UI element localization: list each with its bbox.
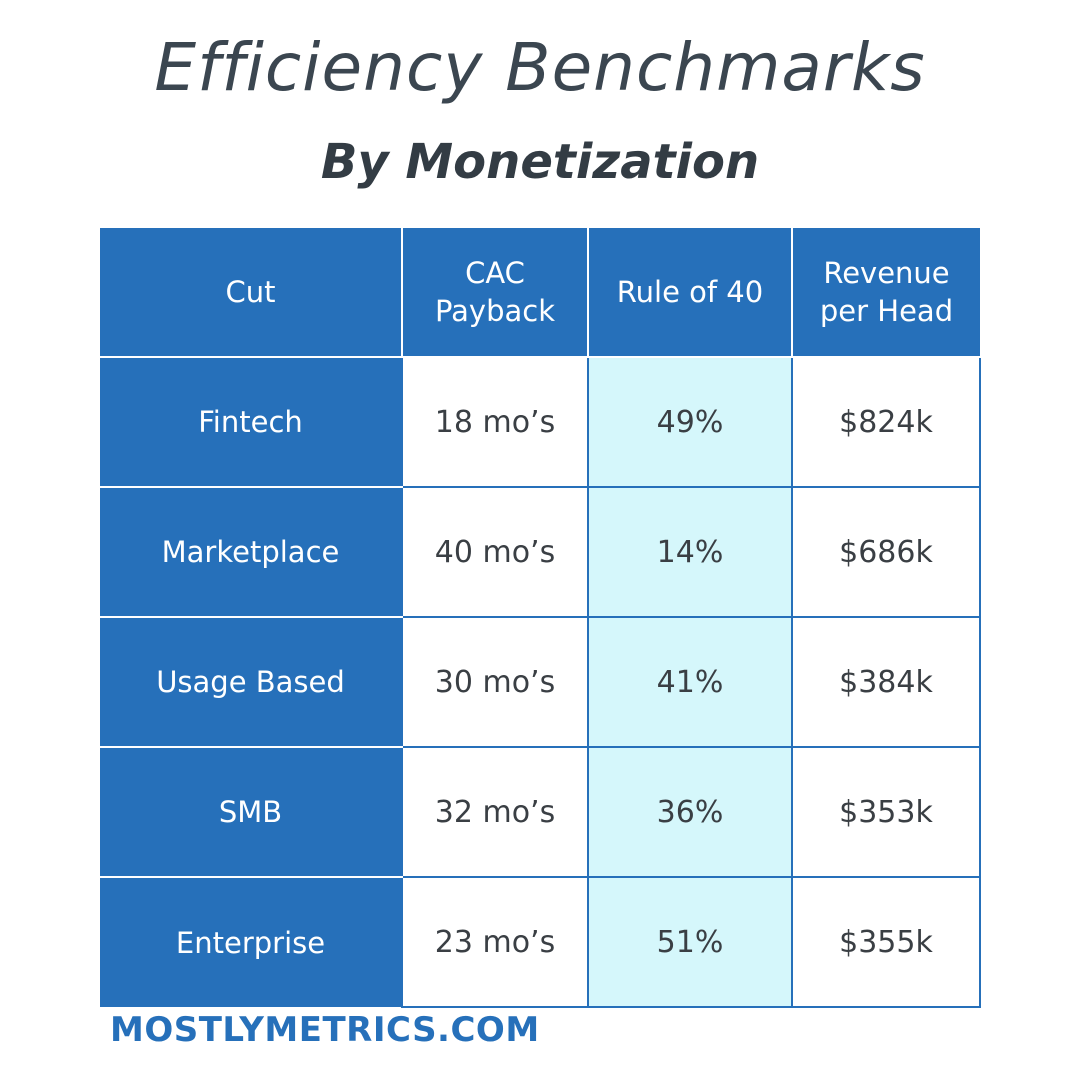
header-cac-payback-line-1: CAC	[465, 256, 525, 290]
table-row: Usage Based 30 mo’s 41% $384k	[100, 616, 981, 748]
cell-rule-of-40: 49%	[587, 356, 793, 488]
header-revenue-per-head: Revenue per Head	[792, 228, 980, 358]
cell-cac-payback: 32 mo’s	[401, 746, 589, 878]
cell-cut: Usage Based	[100, 617, 402, 748]
cell-revenue-per-head: $384k	[791, 616, 981, 748]
header-cac-payback: CAC Payback	[402, 228, 589, 358]
cell-rule-of-40: 51%	[587, 876, 793, 1008]
cell-revenue-per-head: $824k	[791, 356, 981, 488]
cell-revenue-per-head: $353k	[791, 746, 981, 878]
benchmarks-table-container: Cut CAC Payback Rule of 40 Revenue per H…	[100, 228, 981, 1008]
header-cut: Cut	[100, 228, 403, 358]
cell-rule-of-40: 41%	[587, 616, 793, 748]
cell-rule-of-40: 36%	[587, 746, 793, 878]
table-header-row: Cut CAC Payback Rule of 40 Revenue per H…	[100, 228, 980, 358]
table-row: SMB 32 mo’s 36% $353k	[100, 746, 981, 878]
header-revenue-per-head-line-1: Revenue	[823, 256, 950, 290]
cell-cut: Enterprise	[100, 877, 402, 1007]
header-revenue-per-head-line-2: per Head	[819, 294, 954, 328]
footer-website-link[interactable]: MOSTLYMETRICS.COM	[110, 1010, 540, 1050]
header-cut-line-1: Cut	[225, 275, 276, 309]
header-cac-payback-line-2: Payback	[434, 294, 556, 328]
table-row: Enterprise 23 mo’s 51% $355k	[100, 876, 981, 1008]
cell-cut: Marketplace	[100, 487, 402, 618]
benchmarks-table: Cut CAC Payback Rule of 40 Revenue per H…	[100, 228, 981, 1008]
cell-cac-payback: 40 mo’s	[401, 486, 589, 618]
cell-cac-payback: 30 mo’s	[401, 616, 589, 748]
table-row: Marketplace 40 mo’s 14% $686k	[100, 486, 981, 618]
header-rule-of-40: Rule of 40	[588, 228, 793, 358]
cell-revenue-per-head: $686k	[791, 486, 981, 618]
cell-cac-payback: 18 mo’s	[401, 356, 589, 488]
cell-revenue-per-head: $355k	[791, 876, 981, 1008]
page-title: Efficiency Benchmarks	[154, 29, 926, 106]
header-rule-of-40-line-1: Rule of 40	[616, 275, 764, 309]
cell-cut: Fintech	[100, 357, 402, 488]
cell-cac-payback: 23 mo’s	[401, 876, 589, 1008]
cell-cut: SMB	[100, 747, 402, 878]
page-subtitle: By Monetization	[320, 134, 760, 190]
table-row: Fintech 18 mo’s 49% $824k	[100, 356, 981, 488]
cell-rule-of-40: 14%	[587, 486, 793, 618]
